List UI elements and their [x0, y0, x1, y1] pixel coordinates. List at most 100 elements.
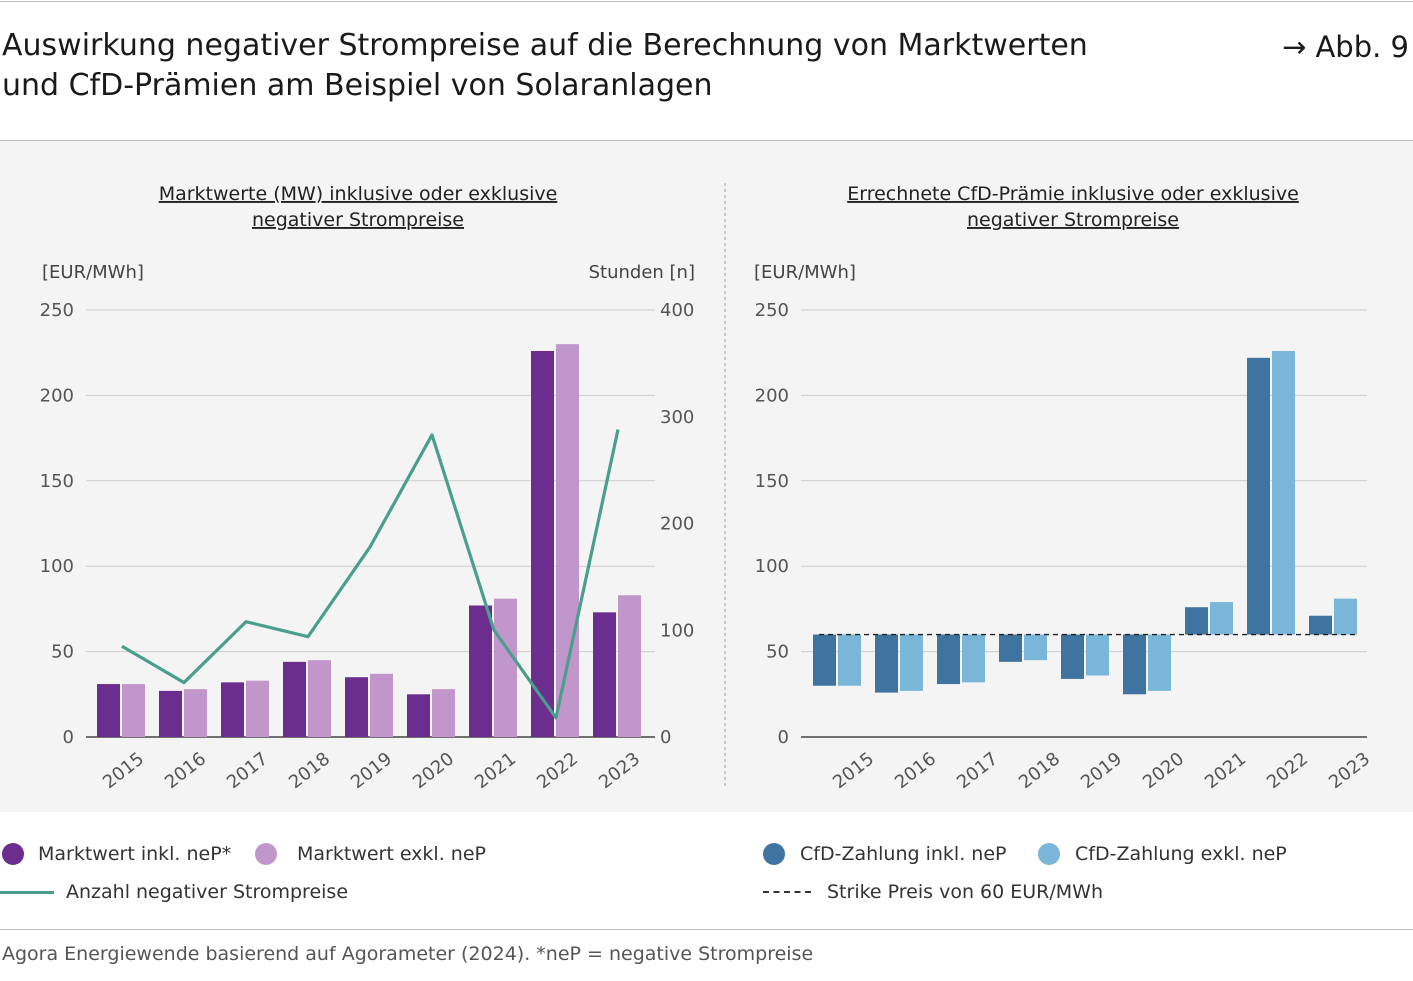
- legend-strike: Strike Preis von 60 EUR/MWh: [763, 881, 1103, 903]
- legend-label-mw-incl: Marktwert inkl. neP*: [38, 843, 232, 865]
- mw-ytick-label: 100: [40, 556, 74, 577]
- cfd-xtick-label: 2023: [1325, 748, 1374, 793]
- cfd-bar-incl: [1185, 607, 1208, 635]
- mw-bar-incl: [469, 605, 492, 737]
- source-note: Agora Energiewende basierend auf Agorame…: [2, 943, 814, 965]
- mw-ylabel-right: Stunden [n]: [589, 262, 695, 283]
- cfd-title-line2: negativer Strompreise: [967, 209, 1179, 231]
- mw-xtick-label: 2023: [595, 748, 644, 793]
- cfd-bar-excl: [900, 634, 923, 691]
- mw-xtick-label: 2019: [347, 748, 396, 793]
- cfd-xtick-label: 2019: [1077, 748, 1126, 793]
- cfd-bar-excl: [838, 634, 861, 686]
- cfd-bar-excl: [1086, 634, 1109, 676]
- title-rule: [0, 140, 1413, 141]
- legend-swatch-strike: [763, 891, 811, 893]
- cfd-ytick-label: 250: [755, 300, 789, 321]
- legend-swatch-cfd-excl: [1038, 843, 1060, 865]
- mw-xtick-label: 2022: [533, 748, 582, 793]
- legend-label-strike: Strike Preis von 60 EUR/MWh: [827, 881, 1103, 903]
- legend-swatch-mw-excl: [255, 843, 277, 865]
- mw-bar-incl: [283, 661, 306, 737]
- cfd-bar-excl: [1148, 634, 1171, 691]
- cfd-bar-incl: [875, 634, 898, 693]
- legend-swatch-cfd-incl: [763, 843, 785, 865]
- cfd-bar-incl: [1247, 357, 1270, 635]
- mw-bar-excl: [556, 344, 579, 737]
- cfd-xtick-label: 2017: [953, 748, 1002, 793]
- cfd-bar-incl: [1123, 634, 1146, 695]
- cfd-xtick-label: 2022: [1263, 748, 1312, 793]
- mw-bar-incl: [531, 350, 554, 737]
- cfd-ytick-label: 200: [755, 385, 789, 406]
- figure-title-line2: und CfD-Prämien am Beispiel von Solaranl…: [2, 68, 713, 103]
- legend-line: Anzahl negativer Strompreise: [0, 881, 348, 903]
- cfd-xtick-label: 2020: [1139, 748, 1188, 793]
- cfd-ytick-label: 50: [766, 642, 789, 663]
- mw-ytick-right-label: 300: [660, 407, 694, 428]
- legend-label-cfd-incl: CfD-Zahlung inkl. neP: [800, 843, 1007, 865]
- cfd-bar-excl: [962, 634, 985, 683]
- cfd-bar-excl: [1272, 350, 1295, 635]
- cfd-bar-incl: [1309, 615, 1332, 635]
- charts-svg: Marktwerte (MW) inklusive oder exklusive…: [40, 183, 1374, 793]
- legend-mw-excl: Marktwert exkl. neP: [255, 843, 486, 865]
- cfd-bar-excl: [1024, 634, 1047, 661]
- mw-xtick-label: 2015: [99, 748, 148, 793]
- mw-title-line2: negativer Strompreise: [252, 209, 464, 231]
- legend-cfd-excl: CfD-Zahlung exkl. neP: [1038, 843, 1287, 865]
- legend-label-mw-excl: Marktwert exkl. neP: [297, 843, 486, 865]
- cfd-bar-incl: [813, 634, 836, 686]
- cfd-xtick-label: 2016: [891, 748, 940, 793]
- legend-mw-incl: Marktwert inkl. neP*: [2, 843, 231, 865]
- mw-bar-incl: [593, 612, 616, 737]
- mw-xtick-label: 2020: [409, 748, 458, 793]
- mw-ylabel: [EUR/MWh]: [42, 262, 144, 283]
- mw-xtick-label: 2016: [161, 748, 210, 793]
- mw-ytick-right-label: 400: [660, 300, 694, 321]
- cfd-premium-chart: Errechnete CfD-Prämie inklusive oder exk…: [754, 183, 1374, 793]
- source-rule: [0, 929, 1413, 930]
- mw-ytick-label: 250: [40, 300, 74, 321]
- legend-cfd-incl: CfD-Zahlung inkl. neP: [763, 843, 1006, 865]
- mw-ytick-label: 200: [40, 385, 74, 406]
- mw-xtick-label: 2018: [285, 748, 334, 793]
- mw-xtick-label: 2017: [223, 748, 272, 793]
- cfd-xtick-label: 2018: [1015, 748, 1064, 793]
- figure-title-line1: Auswirkung negativer Strompreise auf die…: [2, 28, 1088, 63]
- mw-bar-excl: [184, 689, 207, 737]
- cfd-bar-excl: [1210, 602, 1233, 635]
- cfd-title-line1: Errechnete CfD-Prämie inklusive oder exk…: [847, 183, 1299, 205]
- legend-label-line: Anzahl negativer Strompreise: [66, 881, 349, 903]
- mw-bar-incl: [345, 677, 368, 737]
- legend-swatch-line: [0, 890, 54, 894]
- figure-reference: → Abb. 9: [1281, 30, 1409, 64]
- cfd-ytick-label: 0: [778, 727, 789, 748]
- mw-ytick-label: 0: [63, 727, 74, 748]
- cfd-ylabel: [EUR/MWh]: [754, 262, 856, 283]
- mw-bar-excl: [370, 673, 393, 737]
- mw-bar-incl: [221, 682, 244, 737]
- mw-ytick-label: 50: [51, 642, 74, 663]
- mw-bar-incl: [407, 694, 430, 737]
- mw-bar-excl: [308, 660, 331, 737]
- mw-bar-excl: [122, 684, 145, 737]
- cfd-xtick-label: 2021: [1201, 748, 1250, 793]
- chart-panel: Marktwerte (MW) inklusive oder exklusive…: [0, 141, 1413, 812]
- cfd-ytick-label: 100: [755, 556, 789, 577]
- cfd-bar-excl: [1334, 598, 1357, 635]
- mw-ytick-right-label: 100: [660, 620, 694, 641]
- cfd-bar-incl: [937, 634, 960, 685]
- mw-bar-incl: [97, 684, 120, 737]
- top-rule: [0, 1, 1413, 2]
- cfd-ytick-label: 150: [755, 471, 789, 492]
- mw-bar-excl: [618, 595, 641, 737]
- mw-ytick-right-label: 200: [660, 514, 694, 535]
- mw-title-line1: Marktwerte (MW) inklusive oder exklusive: [159, 183, 558, 205]
- mw-bar-incl: [159, 690, 182, 737]
- mw-bar-excl: [494, 598, 517, 737]
- market-value-chart: Marktwerte (MW) inklusive oder exklusive…: [40, 183, 695, 793]
- mw-ytick-label: 150: [40, 471, 74, 492]
- figure-title: Auswirkung negativer Strompreise auf die…: [2, 26, 1182, 106]
- mw-xtick-label: 2021: [471, 748, 520, 793]
